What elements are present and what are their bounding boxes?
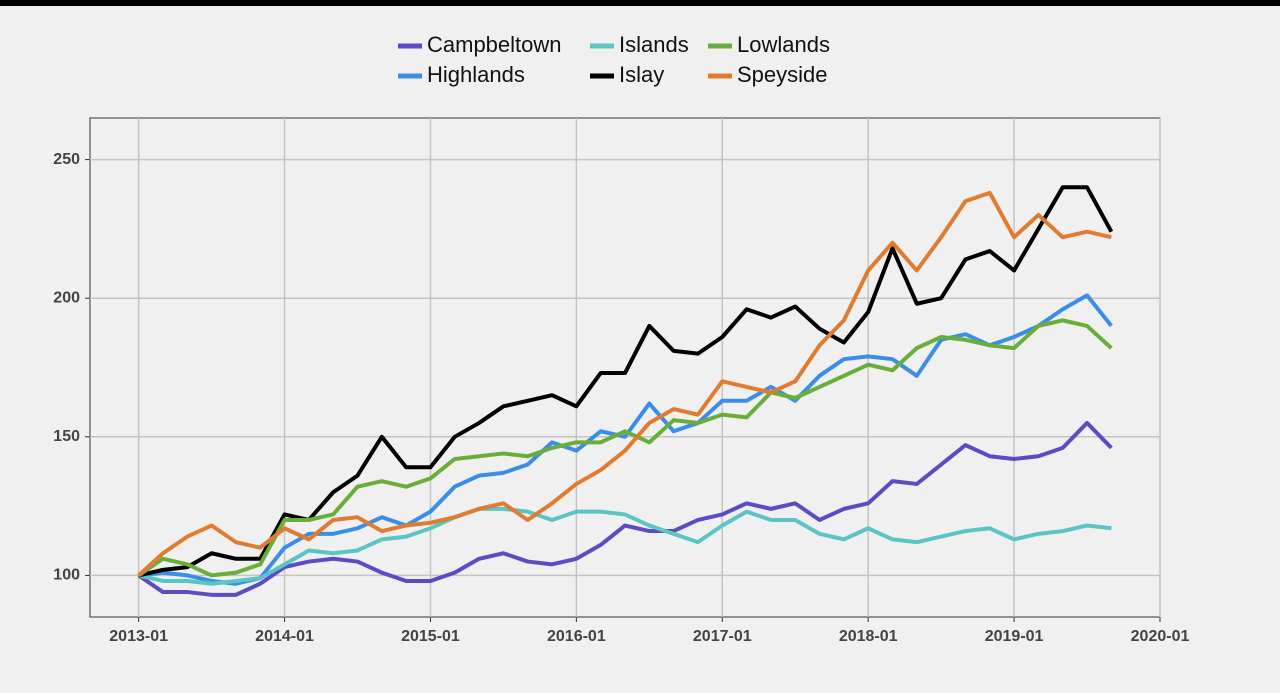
y-tick-label: 100 — [53, 567, 80, 584]
legend-label: Islands — [619, 32, 689, 57]
legend-label: Campbeltown — [427, 32, 562, 57]
legend-label: Lowlands — [737, 32, 830, 57]
series-line — [137, 420, 1113, 597]
x-tick-label: 2016-01 — [547, 628, 606, 645]
legend-label: Islay — [619, 62, 664, 87]
x-tick-label: 2013-01 — [109, 628, 168, 645]
series-line — [137, 318, 1113, 578]
legend-label: Speyside — [737, 62, 828, 87]
plot-panel — [89, 117, 1161, 618]
x-tick-label: 2019-01 — [985, 628, 1044, 645]
y-tick-label: 150 — [53, 428, 80, 445]
y-tick-label: 200 — [53, 289, 80, 306]
series-line — [138, 506, 1112, 586]
top-bar — [0, 0, 1280, 6]
x-tick-label: 2017-01 — [693, 628, 752, 645]
series-line — [137, 190, 1112, 577]
x-tick-label: 2015-01 — [401, 628, 460, 645]
legend-label: Highlands — [427, 62, 525, 87]
x-tick-label: 2014-01 — [255, 628, 314, 645]
y-tick-label: 250 — [53, 151, 80, 168]
x-tick-label: 2020-01 — [1131, 628, 1190, 645]
x-tick-label: 2018-01 — [839, 628, 898, 645]
